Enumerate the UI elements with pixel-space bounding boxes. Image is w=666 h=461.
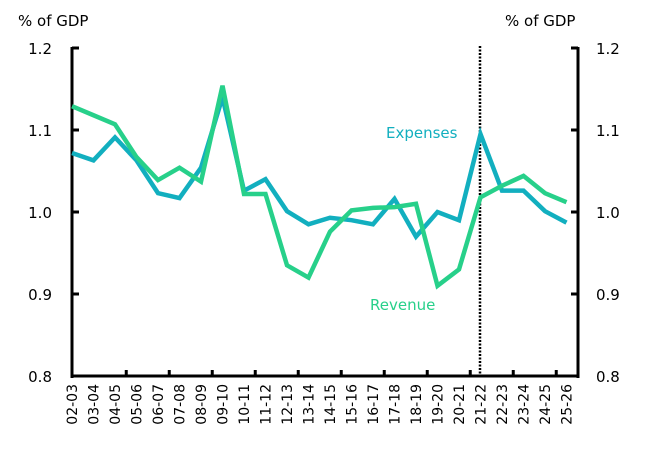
x-tick-label: 15-16 — [345, 384, 361, 425]
x-tick-label: 09-10 — [216, 384, 232, 425]
x-axis: 02-03 03-04 04-05 05-06 06-07 07-08 08-09 09-10… — [65, 370, 579, 425]
left-y-tick-label: 1.0 — [28, 204, 52, 222]
left-y-axis: 0.8 0.9 1.0 1.1 1.2 — [28, 40, 79, 386]
left-y-tick-label: 0.8 — [28, 368, 52, 386]
x-tick-label: 06-07 — [151, 384, 167, 425]
x-tick-label: 11-12 — [259, 384, 275, 425]
x-tick-label: 04-05 — [108, 384, 124, 425]
x-tick-label: 20-21 — [452, 384, 468, 425]
right-y-tick-label: 1.1 — [596, 122, 620, 140]
x-tick-label: 17-18 — [388, 384, 404, 425]
left-y-tick-label: 0.9 — [28, 286, 52, 304]
x-tick-label: 25-26 — [560, 384, 576, 425]
x-tick-label: 13-14 — [302, 384, 318, 425]
x-tick-label: 12-13 — [280, 384, 296, 425]
x-tick-label: 23-24 — [517, 384, 533, 425]
x-tick-label: 18-19 — [409, 384, 425, 425]
x-tick-label: 19-20 — [431, 384, 447, 425]
x-tick-label: 08-09 — [194, 384, 210, 425]
series-line-revenue — [71, 85, 568, 290]
x-tick-label: 10-11 — [237, 384, 253, 425]
x-tick-label: 21-22 — [474, 384, 490, 425]
series-label-expenses: Expenses — [386, 124, 458, 142]
right-axis-unit: % of GDP — [505, 12, 575, 30]
x-tick-label: 24-25 — [538, 384, 554, 425]
right-y-tick-label: 0.9 — [596, 286, 620, 304]
series-lines — [71, 85, 568, 290]
x-tick-label: 22-23 — [495, 384, 511, 425]
left-y-tick-label: 1.1 — [28, 122, 52, 140]
right-y-tick-label: 1.2 — [596, 40, 620, 58]
x-tick-label: 14-15 — [323, 384, 339, 425]
x-tick-label: 03-04 — [87, 384, 103, 425]
x-tick-label: 07-08 — [173, 384, 189, 425]
x-tick-label: 02-03 — [65, 384, 81, 425]
x-tick-label: 05-06 — [130, 384, 146, 425]
series-line-expenses — [71, 88, 568, 241]
left-y-tick-label: 1.2 — [28, 40, 52, 58]
right-y-tick-label: 1.0 — [596, 204, 620, 222]
left-axis-unit: % of GDP — [18, 12, 88, 30]
series-label-revenue: Revenue — [370, 296, 435, 314]
right-y-tick-label: 0.8 — [596, 368, 620, 386]
right-y-axis: 0.8 0.9 1.0 1.1 1.2 — [571, 40, 620, 386]
x-tick-label: 16-17 — [366, 384, 382, 425]
